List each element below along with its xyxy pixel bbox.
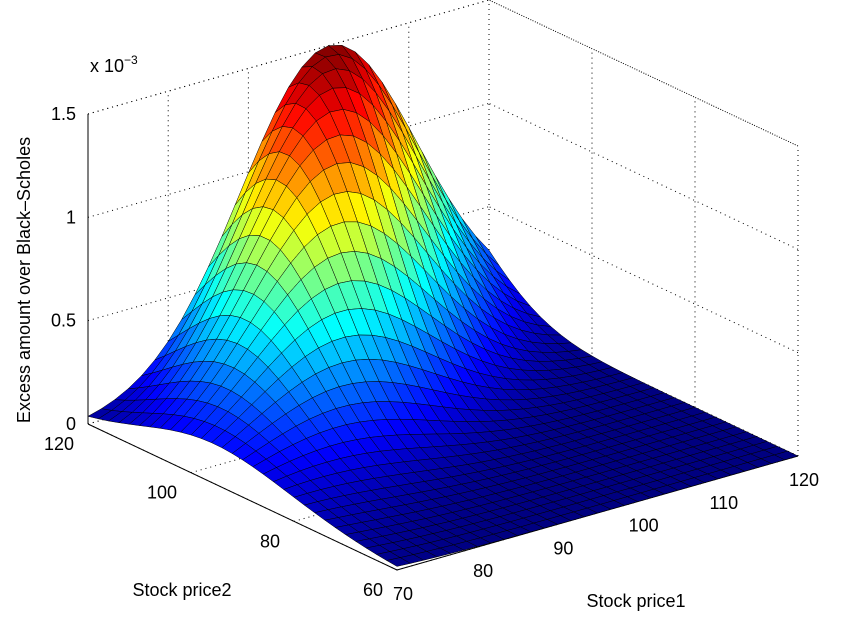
x-tick-label: 120	[789, 470, 819, 490]
side-wall-grid-line	[488, 206, 799, 354]
y-tick-label: 100	[147, 483, 177, 503]
y-axis-label: Stock price2	[132, 580, 231, 600]
x-tick-label: 70	[393, 584, 413, 604]
surface-patch	[386, 557, 412, 567]
z-tick-label: 0	[66, 414, 76, 434]
z-tick-label: 1	[66, 207, 76, 227]
z-tick-label: 0.5	[51, 311, 76, 331]
side-wall-grid-line	[488, 102, 799, 250]
z-axis-label: Excess amount over Black–Scholes	[14, 137, 34, 423]
x-tick-label: 100	[629, 516, 659, 536]
y-tick-label: 80	[260, 531, 280, 551]
x-tick-label: 90	[553, 538, 573, 558]
surface-mesh	[87, 45, 799, 567]
side-wall-grid-line	[488, 0, 799, 147]
z-multiplier-label: x 10−3	[90, 53, 138, 76]
x-tick-label: 110	[709, 493, 738, 513]
y-tick-label: 120	[44, 434, 74, 454]
y-axis-line	[87, 423, 398, 571]
x-axis-label: Stock price1	[586, 591, 685, 611]
x-tick-label: 80	[473, 561, 493, 581]
y-tick-label: 60	[363, 580, 383, 600]
box-top-edge	[87, 0, 799, 147]
z-tick-label: 1.5	[51, 104, 76, 124]
